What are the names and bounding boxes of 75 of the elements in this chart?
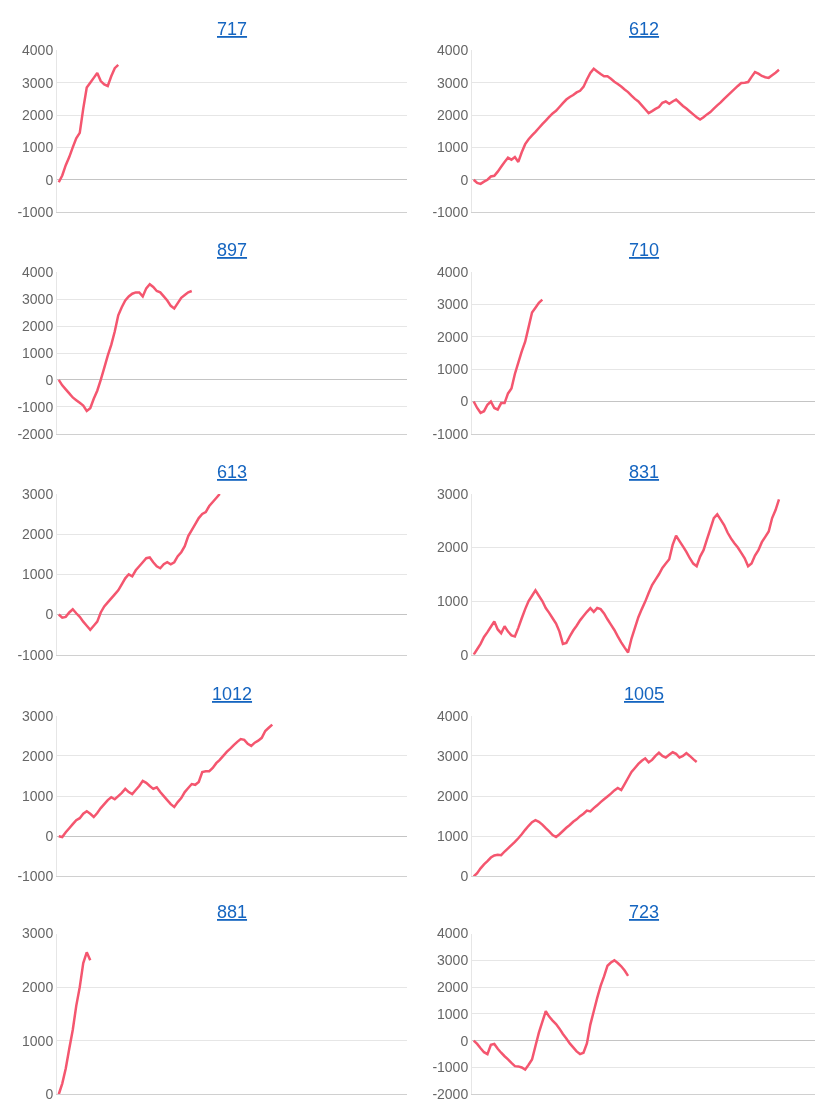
line-series (472, 298, 544, 415)
y-tick-label: 4000 (437, 707, 469, 724)
y-tick-label: 2000 (437, 539, 469, 556)
line-series (472, 67, 781, 186)
y-tick-label: 2000 (437, 106, 469, 123)
chart-title: 612 (629, 19, 660, 39)
y-tick-label: 3000 (437, 485, 469, 502)
y-tick-label: 0 (460, 646, 469, 663)
y-tick-label: 3000 (22, 485, 54, 502)
line-series (472, 498, 781, 655)
chart-title: 1005 (624, 684, 665, 704)
y-tick-label: 3000 (22, 74, 54, 91)
y-tick-label: 0 (45, 171, 54, 188)
y-tick-label: 3000 (22, 925, 54, 942)
y-tick-label: 4000 (437, 264, 469, 281)
y-tick-label: 2000 (22, 106, 54, 123)
y-tick-label: 3000 (437, 74, 469, 91)
line-series (57, 951, 92, 1095)
line-series (472, 751, 698, 877)
y-tick-label: -1000 (432, 1059, 469, 1076)
chart-title: 717 (217, 19, 248, 39)
y-tick-label: 1000 (22, 787, 54, 804)
y-tick-label: 0 (460, 171, 469, 188)
y-tick-label: 0 (460, 1032, 469, 1049)
y-tick-label: 1000 (22, 344, 54, 361)
line-series (57, 283, 193, 413)
y-tick-label: 2000 (22, 526, 54, 543)
line-series (57, 723, 274, 839)
y-tick-label: 1000 (22, 139, 54, 156)
chart-title: 1012 (212, 684, 253, 704)
y-tick-label: -2000 (17, 425, 54, 442)
y-tick-label: 2000 (22, 979, 54, 996)
y-tick-label: -1000 (17, 398, 54, 415)
chart-title: 897 (217, 240, 248, 260)
line-series (472, 959, 630, 1071)
y-tick-label: -1000 (432, 203, 469, 220)
y-tick-label: 1000 (437, 1005, 469, 1022)
y-tick-label: 2000 (437, 787, 469, 804)
y-tick-label: -1000 (17, 868, 54, 885)
y-tick-label: 0 (45, 606, 54, 623)
y-tick-label: 3000 (437, 296, 469, 313)
y-tick-label: 4000 (22, 264, 54, 281)
y-tick-label: 1000 (22, 1032, 54, 1049)
y-tick-label: 2000 (22, 747, 54, 764)
y-tick-label: 2000 (22, 317, 54, 334)
y-tick-label: 4000 (437, 42, 469, 59)
y-tick-label: 4000 (437, 925, 469, 942)
y-tick-label: -2000 (432, 1086, 469, 1103)
y-tick-label: 3000 (437, 747, 469, 764)
y-tick-label: 1000 (437, 828, 469, 845)
y-tick-label: -1000 (432, 425, 469, 442)
line-series (57, 493, 221, 631)
y-tick-label: 1000 (437, 592, 469, 609)
chart-title: 831 (629, 462, 660, 482)
y-tick-label: 1000 (437, 361, 469, 378)
chart-title: 710 (629, 240, 660, 260)
y-tick-label: 4000 (22, 42, 54, 59)
y-tick-label: 3000 (22, 291, 54, 308)
chart-title: 723 (629, 902, 660, 922)
y-tick-label: 0 (460, 393, 469, 410)
chart-title: 881 (217, 902, 248, 922)
y-tick-label: 2000 (437, 328, 469, 345)
y-tick-label: 1000 (22, 566, 54, 583)
y-tick-label: 0 (45, 1086, 54, 1103)
line-series (57, 63, 120, 184)
y-tick-label: 0 (45, 828, 54, 845)
y-tick-label: 3000 (437, 952, 469, 969)
y-tick-label: 1000 (437, 139, 469, 156)
chart-title: 613 (217, 462, 248, 482)
y-tick-label: 2000 (437, 979, 469, 996)
y-tick-label: -1000 (17, 646, 54, 663)
y-tick-label: 0 (45, 371, 54, 388)
y-tick-label: 3000 (22, 707, 54, 724)
y-tick-label: 0 (460, 868, 469, 885)
y-tick-label: -1000 (17, 203, 54, 220)
